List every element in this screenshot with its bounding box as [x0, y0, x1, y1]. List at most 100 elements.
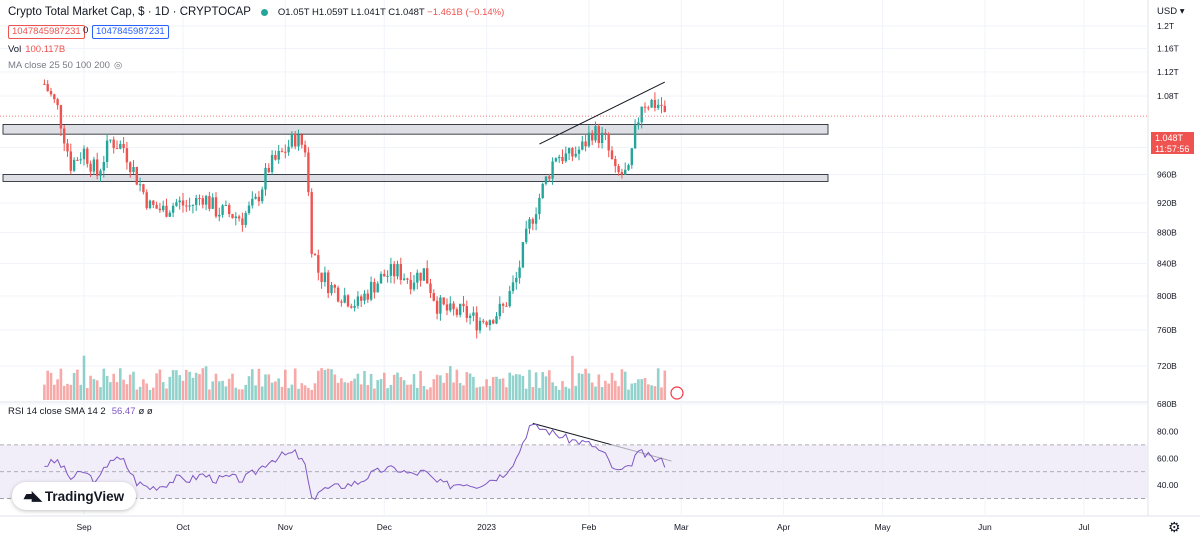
rsi-legend[interactable]: RSI 14 close SMA 14 2 56.47 ø ø [8, 406, 153, 417]
spread-value: 0 [83, 25, 89, 36]
volume-bar [491, 377, 495, 400]
candle-body [254, 196, 257, 199]
candle-body [145, 192, 148, 208]
volume-bar [620, 369, 624, 400]
volume-bar [244, 384, 247, 400]
rsi-tick-label: 60.00 [1157, 453, 1179, 463]
candle-body [350, 306, 353, 308]
candle-body [333, 284, 336, 288]
candle-body [660, 104, 663, 106]
volume-bar [175, 370, 178, 400]
candle-body [482, 320, 485, 322]
candle-body [303, 144, 307, 153]
candle-body [129, 162, 132, 173]
price-box-ask[interactable]: 1047845987231 [92, 25, 169, 39]
candle-body [630, 148, 633, 166]
volume-bar [313, 383, 317, 400]
candle-body [86, 148, 89, 164]
volume-bar [610, 372, 614, 400]
candle-body [43, 83, 46, 85]
candle-body [82, 148, 86, 160]
price-tick-label: 1.16T [1157, 44, 1179, 54]
volume-bar [112, 373, 115, 400]
gear-icon[interactable]: ⚙ [1168, 519, 1181, 535]
volume-bar [485, 379, 488, 400]
candle-body [323, 272, 327, 283]
candle-body [142, 184, 145, 193]
candle-body [280, 150, 284, 152]
volume-bar [148, 389, 152, 400]
candle-body [56, 99, 59, 106]
candle-body [419, 272, 422, 281]
volume-bar [303, 385, 307, 400]
volume-bar [521, 375, 525, 400]
candle-body [330, 284, 333, 294]
candle-body [102, 161, 105, 171]
currency-selector[interactable]: USD ▾ [1157, 6, 1185, 17]
volume-bar [356, 373, 360, 400]
candle-body [119, 143, 122, 149]
candle-body [475, 312, 478, 331]
candle-body [72, 159, 76, 171]
volume-bar [445, 373, 449, 400]
candle-body [472, 312, 475, 316]
candle-body [429, 283, 432, 294]
volume-bar [541, 372, 544, 400]
last-price-tag: 1.048T 11:57:56 [1151, 132, 1194, 154]
candle-body [505, 305, 508, 307]
candle-body [135, 166, 138, 185]
candle-body [168, 212, 171, 217]
candle-body [115, 148, 119, 150]
candle-body [650, 99, 653, 108]
rsi-label: RSI 14 close SMA 14 2 [8, 406, 106, 417]
volume-bar [82, 355, 86, 400]
symbol-title[interactable]: Crypto Total Market Cap, $ · 1D · CRYPTO… [8, 6, 251, 18]
candle-body [109, 139, 112, 141]
volume-bar [227, 378, 231, 400]
price-box-bid[interactable]: 1047845987231 [8, 25, 85, 39]
candle-body [604, 132, 607, 134]
price-tick-label: 1.12T [1157, 67, 1179, 77]
volume-bar [115, 382, 119, 400]
candle-body [393, 264, 396, 277]
candle-body [231, 214, 234, 219]
volume-bar [92, 379, 96, 400]
candle-body [442, 297, 445, 305]
volume-bar [152, 387, 155, 400]
candle-body [399, 264, 402, 280]
volume-bar [326, 368, 330, 400]
candle-body [201, 198, 204, 205]
eye-slash-icon[interactable]: ◎ [113, 60, 123, 71]
volume-bar [204, 366, 208, 400]
candle-body [59, 105, 63, 129]
candle-body [515, 277, 518, 283]
volume-bar [119, 368, 122, 400]
candle-body [373, 282, 376, 293]
volume-bar [59, 368, 63, 400]
volume-bar [429, 387, 432, 400]
ohlc-readout: O1.05T H1.059T L1.041T C1.048T −1.461B (… [278, 7, 504, 18]
volume-bar [524, 388, 528, 400]
volume-bar [369, 373, 373, 400]
ma-legend[interactable]: MA close 25 50 100 200 ◎ [8, 60, 122, 71]
volume-bar [508, 372, 511, 400]
volume-bar [653, 386, 657, 400]
volume-bar [472, 376, 475, 400]
volume-bar [617, 386, 620, 400]
time-tick-label: Mar [674, 522, 689, 532]
candle-body [171, 205, 175, 213]
tradingview-logo[interactable]: ▰◣ TradingView [12, 482, 136, 510]
candle-body [198, 197, 201, 199]
volume-bar [201, 368, 205, 400]
volume-bar [340, 378, 343, 400]
candle-body [462, 303, 465, 307]
candle-body [571, 148, 574, 157]
volume-bar [643, 378, 647, 400]
candle-body [544, 176, 548, 184]
volume-bar [439, 375, 442, 400]
volume-legend[interactable]: Vol 100.117B [8, 44, 65, 55]
tv-logo-icon: ▰◣ [23, 488, 42, 503]
volume-bar [577, 373, 581, 400]
volume-bar [383, 372, 386, 400]
